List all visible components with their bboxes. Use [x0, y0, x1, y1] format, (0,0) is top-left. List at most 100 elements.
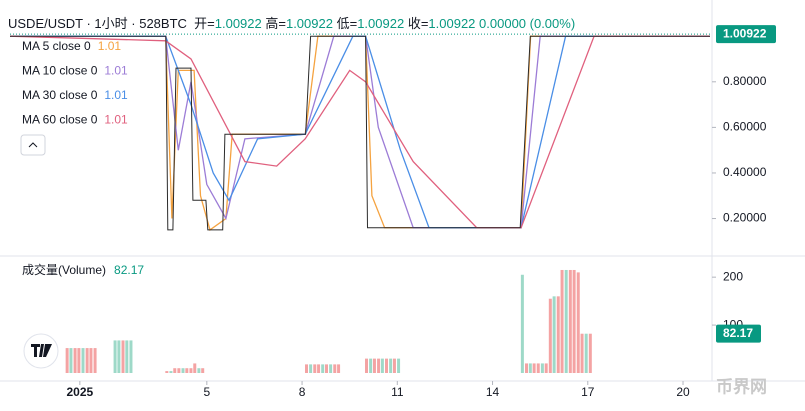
logo-mark	[31, 344, 52, 357]
volume-bar	[189, 368, 193, 373]
volume-bar	[317, 364, 321, 373]
collapse-icon	[28, 142, 38, 148]
volume-bar	[329, 364, 333, 373]
volume-bar	[568, 269, 572, 373]
y-tick-label: 0.20000	[723, 211, 767, 225]
volume-bar	[177, 368, 181, 373]
volume-bar	[544, 363, 548, 373]
volume-bar	[65, 348, 69, 373]
volume-bar	[365, 358, 369, 373]
volume-bar	[325, 364, 329, 373]
last-volume-label: 82.17	[723, 326, 753, 340]
legend-value: 1.01	[104, 64, 128, 78]
ohlc-label: 低=	[336, 16, 358, 31]
volume-bar	[69, 348, 73, 373]
y-tick-label: 0.60000	[723, 120, 767, 134]
volume-bar	[197, 368, 201, 373]
volume-bar	[333, 364, 337, 373]
volume-bar	[576, 272, 580, 373]
legend-entry: MA 5 close 0	[22, 39, 91, 53]
volume-bar	[392, 358, 396, 373]
y-tick-label: 200	[723, 269, 743, 283]
volume-bar	[113, 340, 117, 373]
last-volume-box	[716, 324, 761, 343]
x-tick-label: 17	[581, 385, 595, 399]
volume-title: 成交量(Volume)	[22, 262, 106, 277]
volume-bar	[584, 333, 588, 373]
volume-bar	[185, 368, 189, 373]
ma-line	[9, 35, 710, 229]
last-price-label: 1.00922	[723, 26, 767, 40]
ohlc-value: 1.00922	[428, 16, 476, 31]
legend-value: 1.01	[104, 113, 128, 127]
volume-bar	[552, 296, 556, 373]
volume-bar	[129, 340, 133, 373]
y-tick-label: 0.40000	[723, 165, 767, 179]
volume-bar	[564, 269, 568, 373]
volume-bar	[520, 274, 524, 373]
volume-bar	[528, 363, 532, 373]
x-tick-label: 8	[299, 385, 306, 399]
volume-bar	[548, 298, 552, 373]
volume-bar	[125, 340, 129, 373]
volume-bar	[85, 348, 89, 373]
volume-bar	[560, 269, 564, 373]
volume-bar	[81, 348, 85, 373]
volume-bar	[532, 363, 536, 373]
volume-bar	[165, 371, 169, 373]
volume-bar	[305, 364, 309, 373]
volume-bar	[77, 348, 81, 373]
x-tick-label: 5	[203, 385, 210, 399]
volume-bar	[313, 364, 317, 373]
volume-bar	[377, 358, 381, 373]
volume-bar	[93, 348, 97, 373]
volume-bar	[117, 340, 121, 373]
ohlc-label: 高=	[265, 16, 286, 31]
ohlc-label: 收=	[407, 16, 429, 31]
header: USDE/USDT · 1小时 · 528BTC 开=1.00922 高=1.0…	[8, 13, 575, 32]
volume-bar	[173, 368, 177, 373]
legend-value: 1.01	[104, 88, 128, 102]
volume-bar	[181, 368, 185, 373]
volume-bar	[369, 358, 373, 373]
volume-bar	[556, 296, 560, 373]
volume-value: 82.17	[114, 263, 144, 277]
symbol-title: USDE/USDT · 1小时 · 528BTC	[8, 16, 187, 31]
y-tick-label: 0.80000	[723, 74, 767, 88]
volume-bar	[337, 364, 341, 373]
volume-bar	[389, 358, 393, 373]
volume-bar	[380, 358, 384, 373]
ohlc-value: 1.00922	[214, 16, 262, 31]
legend-entry: MA 30 close 0	[22, 88, 98, 102]
volume-bar	[580, 333, 584, 373]
volume-bar	[169, 371, 173, 373]
legend-entry: MA 60 close 0	[22, 113, 98, 127]
price-line	[10, 35, 710, 231]
volume-bar	[525, 363, 529, 373]
volume-bar	[201, 368, 205, 373]
volume-bar	[89, 348, 93, 373]
watermark-text: 币界网	[716, 377, 767, 396]
volume-bar	[588, 333, 592, 373]
volume-bar	[397, 358, 401, 373]
volume-bar	[572, 269, 576, 373]
x-tick-label: 14	[486, 385, 500, 399]
volume-bar	[73, 348, 77, 373]
ohlc-value: 1.00922	[285, 16, 333, 31]
x-tick-label: 11	[391, 385, 404, 399]
volume-bar	[540, 363, 544, 373]
ohlc: 开=1.00922 高=1.00922 低=1.00922 收=1.00922	[194, 16, 479, 31]
x-tick-label: 20	[676, 385, 690, 399]
last-price-box	[716, 25, 776, 44]
volume-bar	[372, 358, 376, 373]
legend-entry: MA 10 close 0	[22, 64, 98, 78]
volume-bar	[385, 358, 389, 373]
ohlc-value: 1.00922	[357, 16, 405, 31]
volume-bar	[193, 363, 197, 373]
volume-bar	[121, 340, 125, 373]
collapse-button[interactable]	[20, 134, 46, 156]
ohlc-label: 开=	[194, 16, 215, 31]
volume-bar	[536, 363, 540, 373]
